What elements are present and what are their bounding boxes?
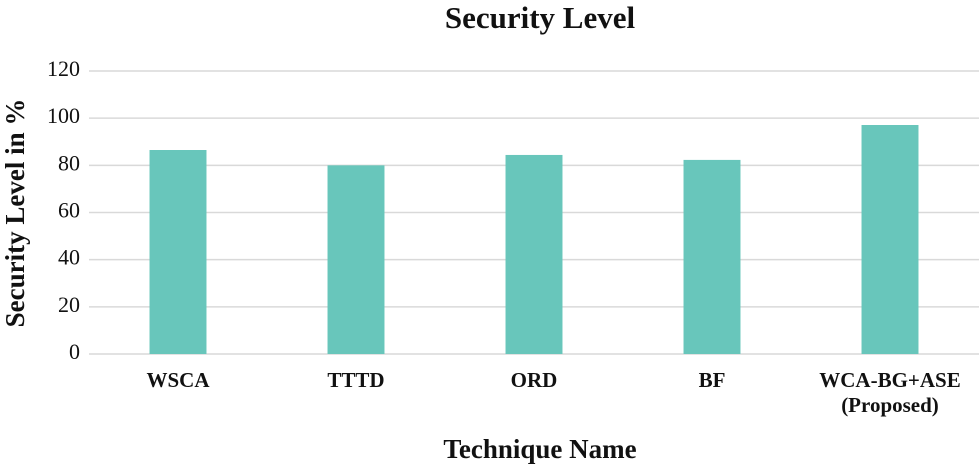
y-tick-label: 80 (58, 150, 80, 175)
y-tick-label: 60 (58, 198, 80, 223)
bar (149, 150, 207, 354)
y-tick-label: 100 (47, 103, 80, 128)
y-tick-label: 0 (69, 339, 80, 364)
y-axis-title: Security Level in % (0, 99, 30, 328)
bar (505, 154, 563, 354)
bar (327, 165, 385, 354)
x-tick-label: WSCA (146, 368, 210, 392)
y-tick-label: 40 (58, 245, 80, 270)
chart-title: Security Level (445, 0, 636, 35)
x-tick-label: ORD (511, 368, 558, 392)
x-tick-label: BF (699, 368, 726, 392)
y-tick-label: 20 (58, 292, 80, 317)
x-tick-label: TTTD (327, 368, 384, 392)
y-tick-label: 120 (47, 56, 80, 81)
x-axis-title: Technique Name (443, 434, 636, 464)
bar (861, 125, 919, 355)
x-tick-label: WCA-BG+ASE (Proposed) (819, 368, 960, 417)
bar (683, 159, 741, 354)
